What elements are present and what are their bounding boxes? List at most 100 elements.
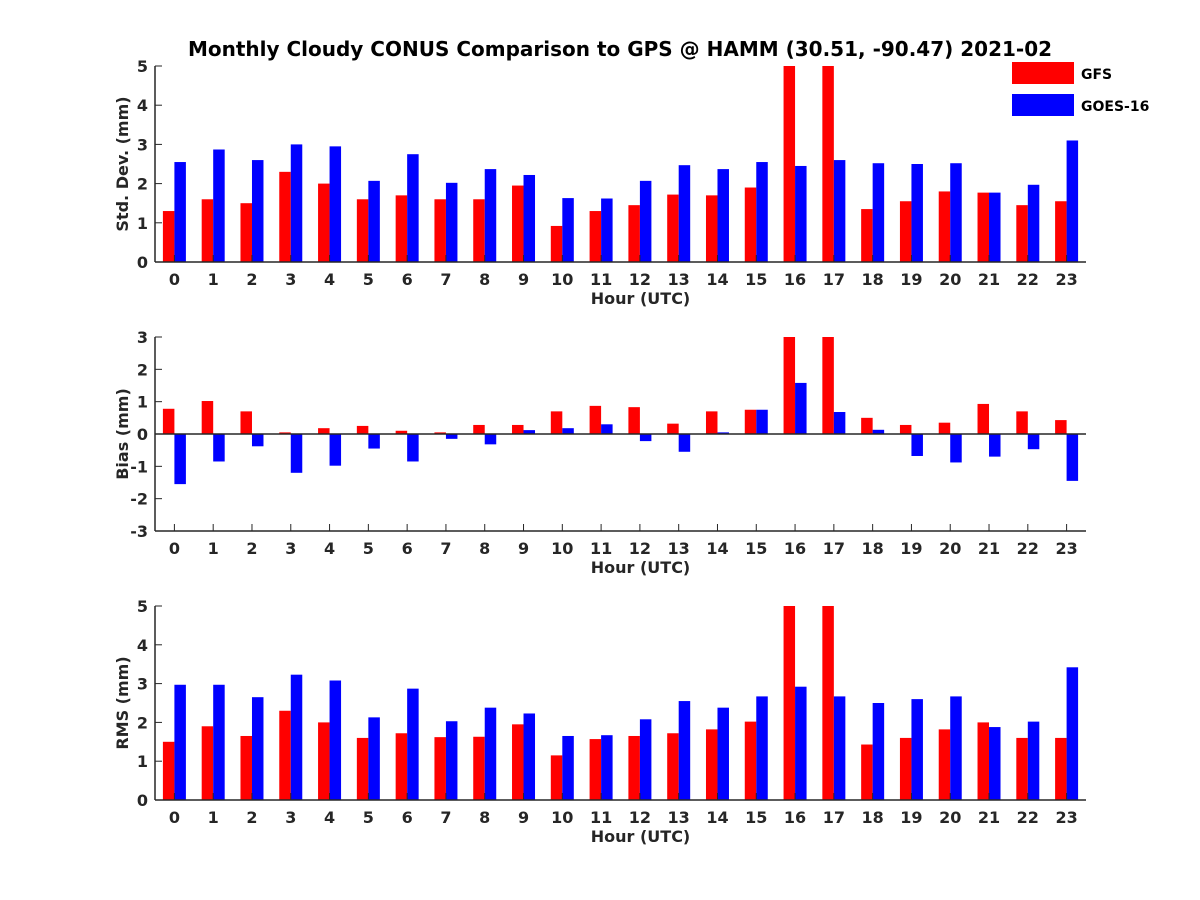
y-tick-label: -3: [130, 522, 148, 541]
y-tick-label: 2: [137, 713, 148, 732]
x-tick-label: 23: [1055, 539, 1077, 558]
bar-gfs-hour-4: [318, 428, 330, 434]
bar-goes-16-hour-14: [717, 169, 729, 262]
bar-goes-16-hour-7: [445, 182, 458, 262]
bar-gfs-hour-15: [744, 409, 757, 434]
y-tick-label: 5: [137, 597, 148, 616]
bar-goes-16-hour-7: [445, 434, 458, 439]
bar-goes-16-hour-12: [639, 180, 652, 262]
y-tick-label: 1: [137, 393, 148, 412]
x-tick-label: 14: [706, 539, 728, 558]
bar-goes-16-hour-9: [523, 713, 536, 800]
bar-goes-16-hour-20: [950, 434, 962, 463]
x-axis-label: Hour (UTC): [591, 558, 691, 577]
bar-goes-16-hour-4: [329, 146, 342, 262]
x-tick-label: 23: [1055, 270, 1077, 289]
x-tick-label: 20: [939, 539, 961, 558]
bar-goes-16-hour-16: [795, 382, 807, 434]
x-tick-label: 21: [978, 539, 1000, 558]
x-tick-label: 6: [402, 270, 413, 289]
bar-gfs-hour-13: [667, 423, 679, 434]
x-tick-label: 2: [246, 539, 257, 558]
x-tick-label: 1: [208, 270, 219, 289]
bar-gfs-hour-21: [977, 722, 990, 800]
x-tick-label: 8: [479, 539, 490, 558]
bar-goes-16-hour-14: [717, 432, 729, 434]
x-tick-label: 19: [900, 808, 922, 827]
bar-goes-16-hour-15: [756, 409, 768, 434]
bar-gfs-hour-6: [395, 430, 408, 434]
bar-gfs-hour-6: [395, 195, 408, 262]
bar-goes-16-hour-10: [562, 198, 574, 262]
bar-gfs-hour-18: [861, 417, 873, 434]
y-tick-label: 2: [137, 175, 148, 194]
bar-goes-16-hour-13: [678, 701, 691, 800]
legend-label-goes16: GOES-16: [1081, 99, 1149, 115]
bar-goes-16-hour-11: [601, 424, 613, 434]
x-tick-label: 4: [324, 270, 335, 289]
y-tick-label: 0: [137, 253, 148, 272]
x-tick-label: 19: [900, 539, 922, 558]
bar-goes-16-hour-9: [523, 430, 536, 434]
bar-goes-16-hour-23: [1066, 140, 1079, 262]
bar-gfs-hour-23: [1055, 737, 1067, 800]
x-tick-label: 4: [324, 808, 335, 827]
bar-goes-16-hour-16: [795, 165, 807, 262]
bar-gfs-hour-0: [162, 408, 175, 434]
bar-goes-16-hour-0: [174, 162, 186, 262]
x-tick-label: 12: [629, 270, 651, 289]
bar-gfs-hour-0: [162, 211, 175, 262]
y-tick-label: 3: [137, 135, 148, 154]
bar-goes-16-hour-18: [872, 703, 885, 800]
x-tick-label: 20: [939, 270, 961, 289]
bar-goes-16-hour-3: [290, 674, 303, 800]
bar-goes-16-hour-17: [833, 696, 846, 800]
legend-label-gfs: GFS: [1081, 67, 1112, 83]
x-tick-label: 3: [285, 808, 296, 827]
bar-goes-16-hour-5: [368, 434, 380, 449]
y-tick-label: 0: [137, 791, 148, 810]
bar-gfs-hour-3: [279, 710, 291, 800]
bar-gfs-hour-10: [550, 411, 563, 434]
x-tick-label: 6: [402, 808, 413, 827]
x-tick-label: 17: [823, 270, 845, 289]
bar-goes-16-hour-23: [1066, 434, 1079, 481]
x-tick-label: 19: [900, 270, 922, 289]
x-tick-label: 2: [246, 270, 257, 289]
bar-goes-16-hour-6: [407, 154, 419, 262]
bar-gfs-hour-22: [1016, 205, 1028, 262]
bar-gfs-hour-8: [473, 424, 485, 434]
bar-goes-16-hour-2: [251, 160, 264, 262]
bar-gfs-hour-2: [240, 735, 252, 800]
bar-goes-16-hour-17: [833, 412, 846, 434]
bar-gfs-hour-14: [705, 411, 718, 434]
bar-goes-16-hour-21: [989, 434, 1001, 457]
bar-gfs-hour-16: [783, 337, 796, 434]
bar-goes-16-hour-18: [872, 163, 885, 262]
bar-goes-16-hour-16: [795, 686, 807, 800]
bar-gfs-hour-9: [512, 724, 524, 800]
bar-gfs-hour-0: [162, 741, 175, 800]
y-tick-label: 4: [137, 96, 148, 115]
x-tick-label: 12: [629, 539, 651, 558]
bar-goes-16-hour-4: [329, 680, 342, 800]
bar-goes-16-hour-1: [213, 684, 225, 800]
bar-goes-16-hour-6: [407, 688, 419, 800]
bar-gfs-hour-19: [899, 424, 912, 434]
x-tick-label: 5: [363, 270, 374, 289]
x-tick-label: 21: [978, 808, 1000, 827]
x-tick-label: 3: [285, 270, 296, 289]
x-tick-label: 18: [862, 808, 884, 827]
x-tick-label: 16: [784, 270, 806, 289]
bar-goes-16-hour-3: [290, 144, 303, 262]
bar-gfs-hour-19: [899, 737, 912, 800]
bar-gfs-hour-8: [473, 736, 485, 800]
bar-goes-16-hour-2: [251, 434, 264, 447]
y-axis-label: Std. Dev. (mm): [113, 96, 132, 231]
bar-goes-16-hour-23: [1066, 667, 1079, 800]
bar-gfs-hour-15: [744, 187, 757, 262]
x-tick-label: 5: [363, 808, 374, 827]
